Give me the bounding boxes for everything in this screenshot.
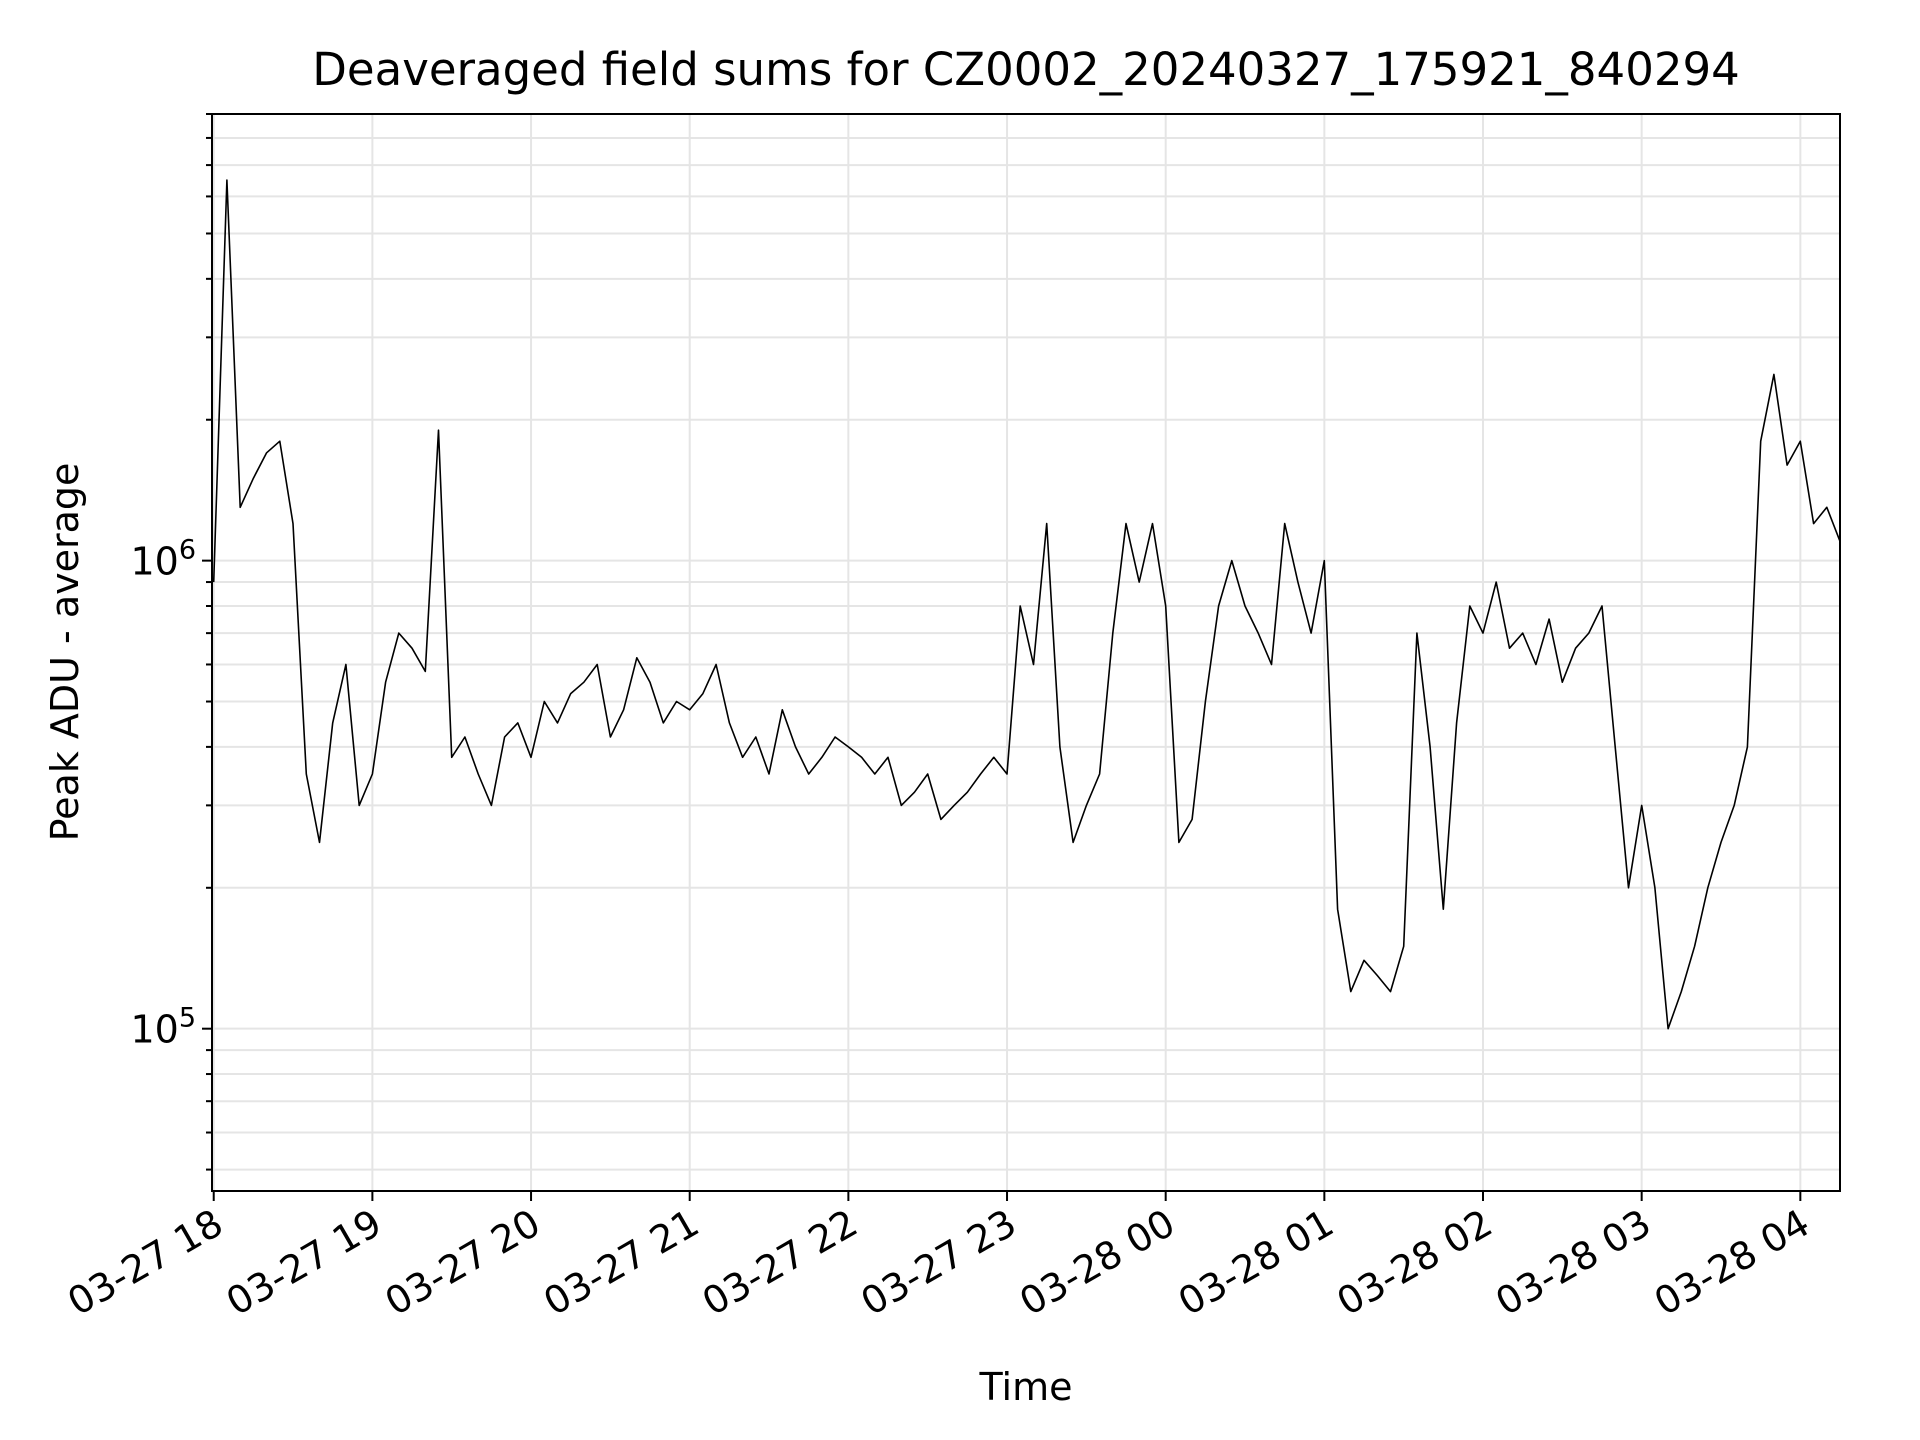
x-tick-label: 03-28 01 [1171, 1201, 1341, 1325]
y-tick-exponent: 5 [179, 1003, 196, 1034]
x-tick-label: 03-28 03 [1488, 1201, 1658, 1325]
x-tick-label: 03-27 18 [60, 1201, 230, 1325]
grid [212, 113, 1840, 1191]
y-axis-label: Peak ADU - average [43, 463, 87, 842]
y-tick-label: 105 [130, 1003, 196, 1052]
y-tick-exponent: 6 [179, 535, 196, 566]
x-tick-label: 03-27 20 [378, 1201, 548, 1325]
y-tick-base: 10 [130, 1008, 178, 1052]
x-tick-label: 03-27 19 [219, 1201, 389, 1325]
y-tick-label: 106 [130, 535, 196, 584]
x-tick-label: 03-28 00 [1012, 1201, 1182, 1325]
series-line-0 [212, 179, 1841, 1030]
x-tick-label: 03-28 02 [1330, 1201, 1500, 1325]
x-axis-label: Time [979, 1365, 1073, 1409]
x-tick-label: 03-27 21 [536, 1201, 706, 1325]
y-tick-base: 10 [130, 540, 178, 584]
x-tick-label: 03-27 22 [695, 1201, 865, 1325]
chart-title: Deaveraged field sums for CZ0002_2024032… [312, 43, 1739, 96]
series-layer [212, 179, 1841, 1030]
plot-frame [211, 113, 1841, 1192]
x-tick-label: 03-27 23 [854, 1201, 1024, 1325]
x-tick-label: 03-28 04 [1647, 1201, 1817, 1325]
